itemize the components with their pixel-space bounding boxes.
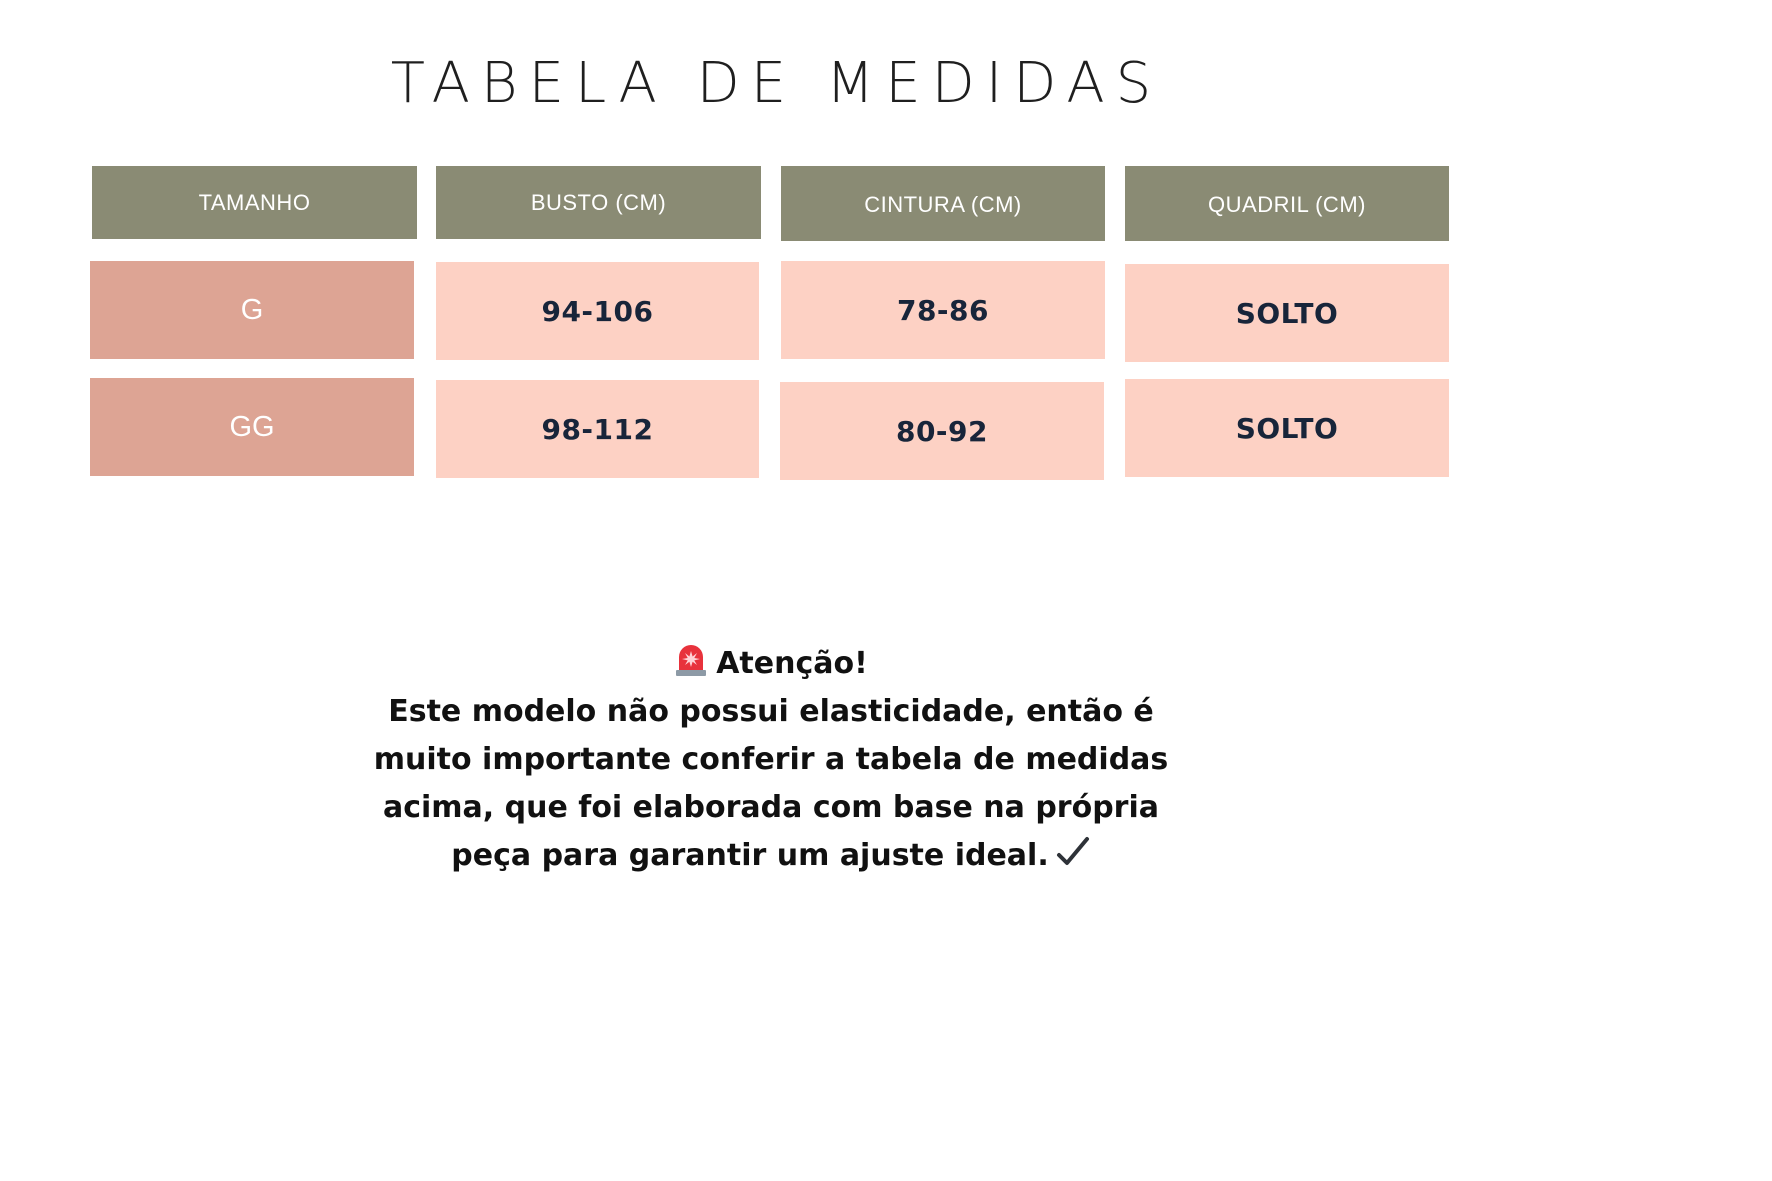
table-cell-busto-g: 94-106	[436, 262, 759, 360]
table-cell-busto-gg: 98-112	[436, 380, 759, 478]
table-cell-cintura-g: 78-86	[781, 261, 1105, 359]
siren-icon	[674, 643, 708, 677]
table-header-busto: BUSTO (CM)	[436, 166, 761, 239]
notice-line-2: muito importante conferir a tabela de me…	[373, 742, 1169, 777]
table-header-cintura: CINTURA (CM)	[781, 166, 1105, 241]
notice-line-4-wrap: peça para garantir um ajuste ideal.	[0, 832, 1542, 880]
table-cell-size-g: G	[90, 261, 414, 359]
table-cell-quadril-gg: SOLTO	[1125, 379, 1449, 477]
check-mark-icon	[1055, 835, 1091, 871]
notice-line-1: Este modelo não possui elasticidade, ent…	[388, 694, 1154, 729]
attention-notice: Atenção! Este modelo não possui elastici…	[0, 640, 1542, 880]
table-cell-quadril-g: SOLTO	[1125, 264, 1449, 362]
table-cell-size-gg: GG	[90, 378, 414, 476]
notice-heading-line: Atenção!	[0, 640, 1542, 688]
notice-line-4: peça para garantir um ajuste ideal.	[451, 838, 1049, 873]
notice-heading: Atenção!	[716, 646, 868, 681]
table-cell-cintura-gg: 80-92	[780, 382, 1104, 480]
notice-line-3: acima, que foi elaborada com base na pró…	[382, 790, 1159, 825]
page-title: TABELA DE MEDIDAS	[390, 51, 1163, 116]
table-header-quadril: QUADRIL (CM)	[1125, 166, 1449, 241]
table-header-tamanho: TAMANHO	[92, 166, 417, 239]
